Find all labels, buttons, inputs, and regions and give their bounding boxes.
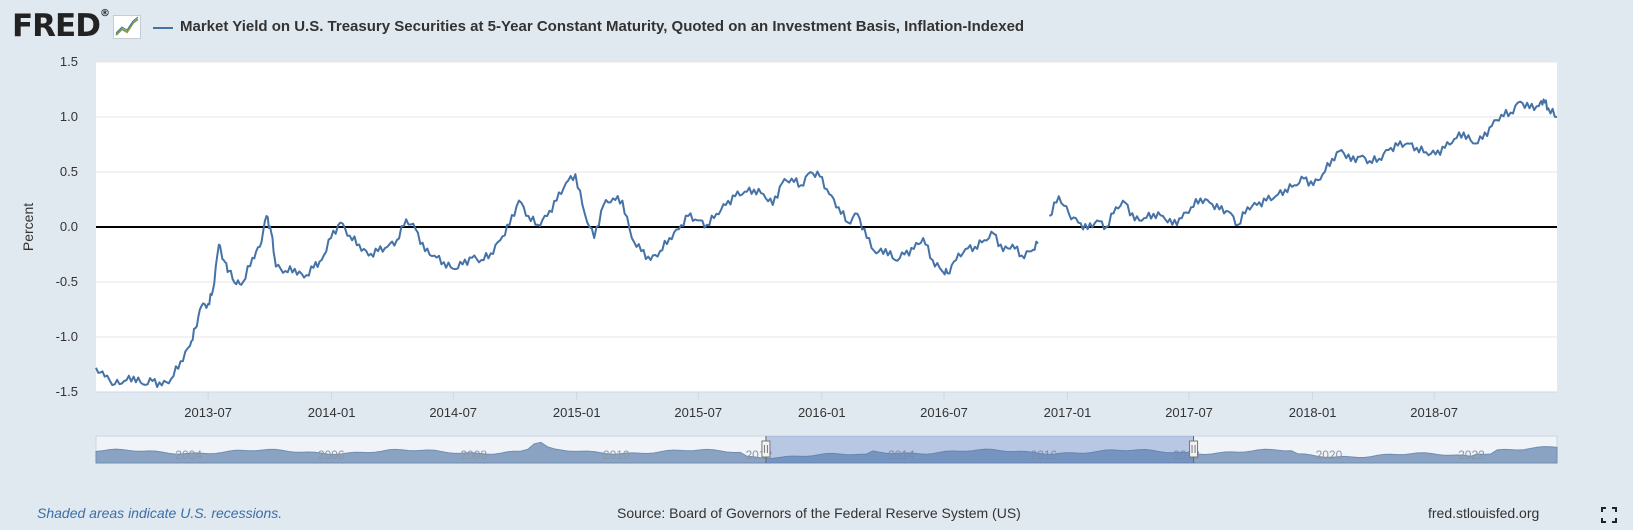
trend-line-icon bbox=[113, 15, 141, 39]
y-tick-label: 1.5 bbox=[60, 54, 78, 69]
range-navigator[interactable]: 2004200620082010201220142016201820202022 bbox=[95, 435, 1558, 464]
navigator-year-label: 2006 bbox=[318, 448, 345, 462]
fred-logo[interactable]: FRED® bbox=[12, 8, 110, 44]
logo-text: FRED bbox=[12, 8, 101, 44]
y-tick-label: -1.0 bbox=[56, 329, 78, 344]
navigator-overview-area bbox=[95, 441, 1558, 464]
x-tick-label: 2015-01 bbox=[553, 405, 601, 420]
fred-url-link[interactable]: fred.stlouisfed.org bbox=[1428, 505, 1540, 521]
navigator-left-handle[interactable] bbox=[761, 436, 771, 463]
legend-series-swatch bbox=[153, 27, 173, 29]
x-tick-label: 2018-07 bbox=[1410, 405, 1458, 420]
fullscreen-icon[interactable] bbox=[1601, 507, 1617, 523]
y-tick-label: -1.5 bbox=[56, 384, 78, 399]
navigator-year-label: 2004 bbox=[175, 448, 202, 462]
recession-note: Shaded areas indicate U.S. recessions. bbox=[37, 505, 283, 521]
source-text: Source: Board of Governors of the Federa… bbox=[617, 505, 1021, 521]
handle-grip[interactable] bbox=[1189, 440, 1199, 458]
x-tick-label: 2016-01 bbox=[798, 405, 846, 420]
x-tick-label: 2017-07 bbox=[1165, 405, 1213, 420]
y-tick-label: 1.0 bbox=[60, 109, 78, 124]
series-group bbox=[95, 98, 1558, 388]
y-axis-title: Percent bbox=[20, 203, 36, 251]
navigator-year-label: 2016 bbox=[1031, 448, 1058, 462]
y-axis: 1.5 1.0 0.5 0.0 -0.5 -1.0 -1.5 bbox=[56, 54, 78, 399]
navigator-right-handle[interactable] bbox=[1189, 436, 1199, 463]
navigator-year-label: 2010 bbox=[603, 448, 630, 462]
x-tick-label: 2014-01 bbox=[308, 405, 356, 420]
x-axis: 2013-07 2014-01 2014-07 2015-01 2015-07 2016-… bbox=[96, 391, 1557, 420]
handle-grip[interactable] bbox=[761, 440, 771, 458]
x-tick-label: 2018-01 bbox=[1289, 405, 1337, 420]
x-tick-label: 2014-07 bbox=[429, 405, 477, 420]
line-chart: 1.51.00.50.0-0.5-1.0-1.5 2013-07 2014-01 2… bbox=[20, 54, 1558, 464]
chart-header: FRED® Market Yield on U.S. Treasury Secu… bbox=[0, 0, 1633, 54]
y-tick-label: 0.5 bbox=[60, 164, 78, 179]
y-tick-label: -0.5 bbox=[56, 274, 78, 289]
x-tick-label: 2013-07 bbox=[184, 405, 232, 420]
navigator-year-label: 2014 bbox=[888, 448, 915, 462]
series-line[interactable] bbox=[95, 98, 1558, 388]
x-tick-label: 2017-01 bbox=[1044, 405, 1092, 420]
x-tick-label: 2016-07 bbox=[920, 405, 968, 420]
navigator-selected-range[interactable] bbox=[765, 436, 1194, 463]
x-tick-label: 2015-07 bbox=[674, 405, 722, 420]
chart-title: Market Yield on U.S. Treasury Securities… bbox=[180, 18, 1025, 35]
logo-registered-mark: ® bbox=[99, 8, 110, 19]
navigator-year-label: 2020 bbox=[1316, 448, 1343, 462]
y-tick-label: 0.0 bbox=[60, 219, 78, 234]
navigator-year-label: 2008 bbox=[460, 448, 487, 462]
navigator-year-label: 2022 bbox=[1458, 448, 1485, 462]
